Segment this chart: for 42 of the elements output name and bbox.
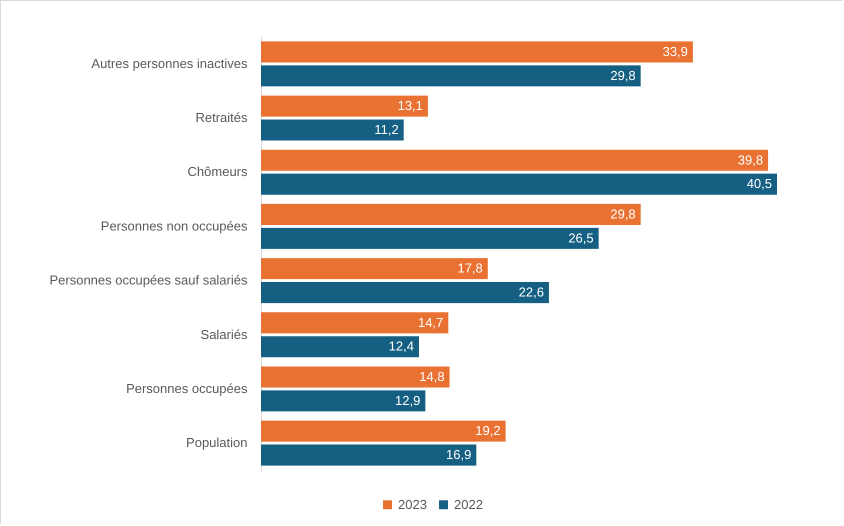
data-label: 14,8 [419, 368, 445, 384]
y-tick-label: Personnes occupées [126, 380, 248, 396]
data-label: 12,4 [388, 338, 414, 354]
y-tick-label: Retraités [195, 110, 248, 126]
bar [261, 444, 476, 466]
bar [261, 312, 448, 334]
bar [261, 282, 549, 304]
y-tick-label: Personnes non occupées [100, 218, 248, 234]
legend-label: 2022 [454, 496, 483, 512]
data-label: 29,8 [610, 68, 636, 83]
bar [261, 336, 419, 358]
bar [261, 420, 506, 442]
bar [261, 150, 768, 171]
data-label: 26,5 [568, 230, 594, 246]
bar [261, 390, 426, 412]
bar [261, 258, 488, 280]
bar [261, 228, 599, 249]
bar [261, 174, 777, 195]
y-tick-label: Personnes occupées sauf salariés [49, 272, 248, 288]
data-label: 19,2 [475, 423, 501, 438]
bar [261, 96, 428, 117]
y-tick-label: Chômeurs [188, 164, 248, 180]
data-label: 11,2 [374, 122, 399, 138]
data-label: 29,8 [610, 206, 636, 222]
bar [261, 120, 404, 141]
legend-label: 2023 [398, 496, 427, 512]
bar [261, 65, 641, 86]
y-tick-label: Autres personnes inactives [91, 56, 248, 71]
data-label: 14,7 [418, 314, 444, 330]
data-label: 22,6 [518, 284, 544, 300]
y-tick-label: Salariés [200, 326, 248, 342]
bar [261, 41, 693, 62]
data-label: 39,8 [738, 152, 764, 168]
data-label: 12,9 [395, 392, 420, 408]
data-label: 16,9 [446, 447, 472, 462]
data-label: 33,9 [662, 44, 688, 59]
data-label: 13,1 [398, 98, 423, 114]
data-label: 17,8 [457, 260, 483, 276]
data-label: 40,5 [746, 176, 772, 192]
bar [261, 204, 641, 225]
y-tick-label: Population [186, 435, 248, 450]
bar [261, 366, 450, 388]
